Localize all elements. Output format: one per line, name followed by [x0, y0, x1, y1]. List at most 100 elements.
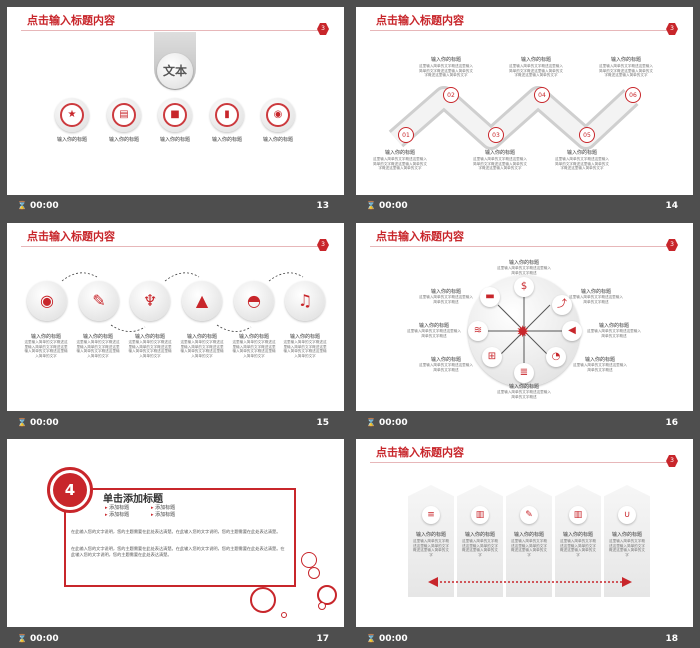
item-label: 输入你的标题: [430, 357, 461, 363]
slide-17-footer: ⌛ 00:00 17: [7, 634, 344, 648]
item-text: 这里输入简单的文字概述这里输入简单的文字概述这里输入简单的文字概述这里输入简单的…: [509, 64, 563, 78]
item-text: 这里输入简单的文字概述这里输入简单的文字概述: [497, 266, 551, 275]
item-text: 这里输入简单的文字概述这里输入简单的文字概述这里输入简单的文字概述这里输入简单的…: [76, 340, 120, 358]
hourglass-icon: ⌛: [366, 634, 376, 643]
money-bag-icon: $: [514, 277, 534, 297]
bullet-item: ▸ 添加标题: [151, 512, 176, 518]
item-text: 这里输入简单的文字概述这里输入简单的文字概述: [573, 363, 627, 372]
item-label: 输入你的标题: [508, 260, 539, 266]
step-badge: 05: [579, 127, 595, 143]
slide-number: 16: [665, 418, 678, 428]
step-badge: 06: [625, 87, 641, 103]
arrow-card: [506, 485, 552, 597]
item-text: 这里输入简单的文字概述这里输入简单的文字概述: [419, 295, 473, 304]
item-circle: ▮: [210, 98, 244, 132]
pie-chart-icon: ◔: [546, 347, 566, 367]
step-badge: 04: [534, 87, 550, 103]
deco-ring: [318, 602, 326, 610]
dashed-arrows: [61, 272, 304, 332]
speaker-icon: ◀: [562, 321, 582, 341]
hourglass-icon: ⌛: [17, 634, 27, 643]
slide-13-thumbnail[interactable]: 点击输入标题内容 3 文本 ★ ▤ ■ ▮ ◉ 输入你的标题 输入你的标题 输入…: [7, 7, 344, 195]
item-label: 输入你的标题: [418, 323, 449, 329]
number-circle: 4: [47, 467, 93, 513]
item-text: 这里输入简单的文字概述这里输入简单的文字概述: [497, 390, 551, 399]
page-badge: 3: [666, 239, 678, 251]
item-text: 这里输入简单的文字概述这里输入简单的文字概述这里输入简单的文字: [609, 539, 645, 557]
timer: ⌛ 00:00: [366, 201, 408, 211]
magnet-icon: ∪: [618, 506, 636, 524]
eye-icon: ◉: [40, 291, 54, 310]
deco-ring: [317, 585, 337, 605]
page-badge: 3: [317, 23, 329, 35]
item-circle: ◓: [234, 281, 274, 321]
hourglass-icon: ⌛: [366, 201, 376, 210]
database-icon: ≣: [514, 363, 534, 383]
slide-17-thumbnail[interactable]: 4 单击添加标题 ▸ 添加标题 ▸ 添加标题 ▸ 添加标题 ▸ 添加标题 在此输…: [7, 439, 344, 627]
item-text: 这里输入简单的文字概述这里输入简单的文字概述这里输入简单的文字概述这里输入简单的…: [180, 340, 224, 358]
item-label: 输入你的标题: [584, 357, 615, 363]
item-text: 这里输入简单的文字概述这里输入简单的文字概述这里输入简单的文字概述这里输入简单的…: [555, 157, 609, 171]
item-text: 这里输入简单的文字概述这里输入简单的文字概述: [407, 329, 461, 338]
slide-title: 点击输入标题内容: [27, 230, 115, 243]
item-text: 这里输入简单的文字概述这里输入简单的文字概述这里输入简单的文字概述这里输入简单的…: [232, 340, 276, 358]
item-text: 这里输入简单的文字概述这里输入简单的文字概述这里输入简单的文字概述这里输入简单的…: [283, 340, 327, 358]
slide-number: 17: [316, 634, 329, 644]
item-text: 这里输入简单的文字概述这里输入简单的文字概述: [569, 295, 623, 304]
item-label: 输入你的标题: [611, 532, 642, 538]
item-circle: ◉: [261, 98, 295, 132]
center-label: 文本: [162, 64, 187, 78]
item-text: 这里输入简单的文字概述这里输入简单的文字概述: [419, 363, 473, 372]
slide-16-footer: ⌛ 00:00 16: [356, 418, 693, 432]
slide-number: 14: [665, 201, 678, 211]
item-label: 输入你的标题: [186, 334, 217, 340]
page-badge: 3: [317, 239, 329, 251]
item-text: 这里输入简单的文字概述这里输入简单的文字概述这里输入简单的文字概述这里输入简单的…: [473, 157, 527, 171]
item-label: 输入你的标题: [566, 150, 597, 156]
bullet-item: ▸ 添加标题: [105, 512, 130, 518]
wifi-icon: ≋: [468, 321, 488, 341]
page-badge: 3: [666, 455, 678, 467]
card-icon: ▤: [112, 103, 136, 127]
protractor-icon: ◓: [247, 291, 261, 310]
hourglass-icon: ⌛: [366, 418, 376, 427]
item-label: 输入你的标题: [289, 334, 320, 340]
arrow-card: [408, 485, 454, 597]
item-label: 输入你的标题: [134, 334, 165, 340]
item-label: 输入你的标题: [520, 57, 551, 63]
section-heading: 单击添加标题: [103, 494, 163, 505]
triangle-bullet-icon: ▸: [105, 512, 108, 518]
item-text: 这里输入简单的文字概述这里输入简单的文字概述这里输入简单的文字: [413, 539, 449, 557]
item-text: 这里输入简单的文字概述这里输入简单的文字概述这里输入简单的文字: [511, 539, 547, 557]
phone-icon: ▮: [215, 103, 239, 127]
timer: ⌛ 00:00: [17, 201, 59, 211]
item-text: 这里输入简单的文字概述这里输入简单的文字概述这里输入简单的文字概述这里输入简单的…: [373, 157, 427, 171]
item-label: 输入你的标题: [562, 532, 593, 538]
item-circle: ★: [55, 98, 89, 132]
server-icon: ≡: [422, 506, 440, 524]
slide-number: 15: [316, 418, 329, 428]
timer: ⌛ 00:00: [366, 418, 408, 428]
item-circle: ♫: [285, 281, 325, 321]
item-text: 这里输入简单的文字概述这里输入简单的文字概述: [587, 329, 641, 338]
item-circle: ▲: [182, 281, 222, 321]
slide-13-footer: ⌛ 00:00 13: [7, 201, 344, 215]
slide-18-thumbnail[interactable]: 点击输入标题内容 3 ≡ ▥ ✎ ▥ ∪ 输入你的标题 这里输入简单的文字概述这…: [356, 439, 693, 627]
slide-14-thumbnail[interactable]: 点击输入标题内容 3 01 02 03 04 05 06 输入你的标题 这里输入…: [356, 7, 693, 195]
item-label: 输入你的标题: [384, 150, 415, 156]
slide-title: 点击输入标题内容: [27, 14, 115, 27]
triangle-bullet-icon: ▸: [151, 505, 154, 511]
hourglass-icon: ⌛: [17, 201, 27, 210]
timer: ⌛ 00:00: [17, 418, 59, 428]
title-rule: [21, 30, 320, 31]
double-arrow: [428, 577, 632, 587]
step-badge: 03: [488, 127, 504, 143]
book-icon: ▥: [569, 506, 587, 524]
arrow-card: [604, 485, 650, 597]
slide-title: 点击输入标题内容: [376, 230, 464, 243]
slide-15-thumbnail[interactable]: 点击输入标题内容 3 ◉ ✎ ♆ ▲ ◓ ♫ 输入你的标题 这里输入简单的文字概…: [7, 223, 344, 411]
title-rule: [370, 246, 669, 247]
slide-16-thumbnail[interactable]: 点击输入标题内容 3 ✹ $ ⤴ ◀ ◔ ≣ ⊞ ≋ ▬ 输入你的标题 这里输入…: [356, 223, 693, 411]
item-circle: ♆: [130, 281, 170, 321]
item-label: 输入你的标题: [598, 323, 629, 329]
